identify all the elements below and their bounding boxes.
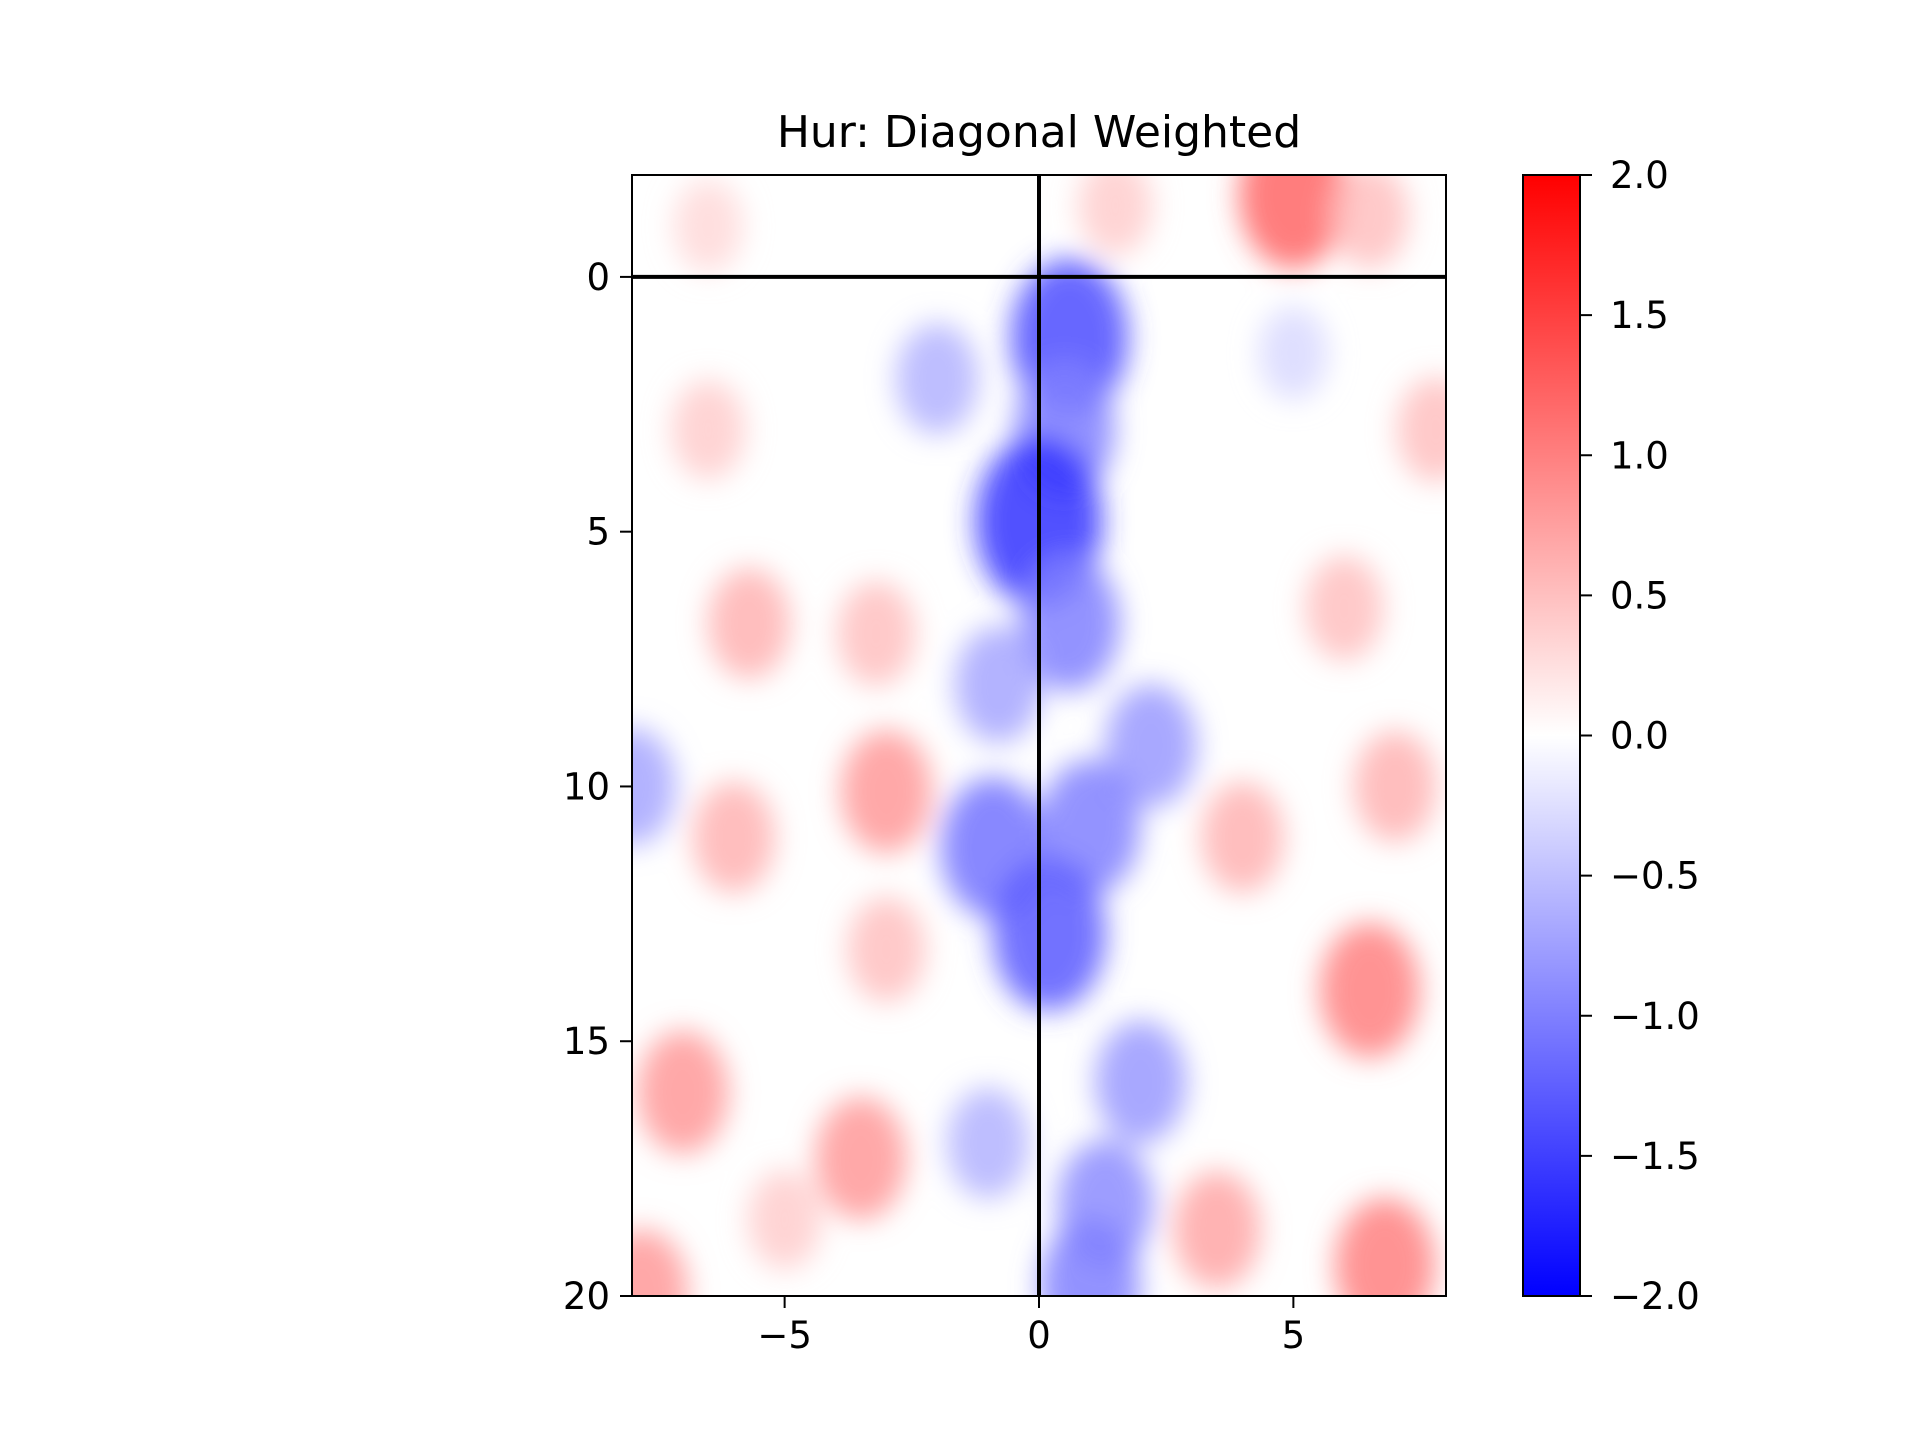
heatmap-cell xyxy=(707,567,791,680)
colorbar-gradient xyxy=(1522,174,1581,1297)
heatmap-cell xyxy=(1319,922,1420,1058)
heatmap-cell xyxy=(671,380,746,480)
heatmap-cell xyxy=(673,179,743,273)
heatmap-cell xyxy=(1105,684,1197,808)
heatmap-cell xyxy=(954,625,1042,744)
colorbar-tick-label: −0.5 xyxy=(1610,855,1700,898)
heatmap-cell xyxy=(1201,781,1284,894)
heatmap-cell xyxy=(1173,1171,1261,1289)
y-tick-label: 0 xyxy=(586,256,610,299)
colorbar-tick-label: −2.0 xyxy=(1610,1275,1700,1318)
x-axis: −5 0 5 xyxy=(757,1296,1305,1357)
heatmap-area xyxy=(632,175,1446,1296)
colorbar: 2.0 1.5 1.0 0.5 0.0 −0.5 −1.0 −1.5 −2.0 xyxy=(1522,154,1700,1318)
heatmap-cell xyxy=(1039,1218,1140,1296)
y-axis: 0 5 10 15 20 xyxy=(563,256,632,1318)
x-tick-label: 0 xyxy=(1027,1314,1051,1357)
heatmap-cell xyxy=(1258,306,1328,401)
heatmap-cell xyxy=(637,1030,729,1154)
heatmap-cell xyxy=(840,729,932,854)
colorbar-tick-label: 0.5 xyxy=(1610,574,1669,617)
y-tick-label: 5 xyxy=(586,511,610,554)
colorbar-tick-label: 1.5 xyxy=(1610,294,1669,337)
colorbar-tick-label: −1.0 xyxy=(1610,995,1700,1038)
heatmap-cell xyxy=(1078,175,1153,256)
heatmap-cell xyxy=(946,1087,1030,1199)
heatmap-cell xyxy=(632,727,676,846)
heatmap-cell xyxy=(692,781,775,894)
heatmap-cell xyxy=(1334,1197,1435,1296)
heatmap-cell xyxy=(1330,175,1409,269)
heatmap-cell xyxy=(1238,175,1348,269)
heatmap-cell xyxy=(1305,555,1384,661)
heatmap-cell xyxy=(992,857,1106,1011)
x-tick-label: 5 xyxy=(1282,1314,1306,1357)
y-tick-label: 20 xyxy=(563,1275,610,1318)
heatmap-cell xyxy=(1353,730,1437,843)
colorbar-tick-label: 2.0 xyxy=(1610,154,1669,197)
colorbar-tick-label: 1.0 xyxy=(1610,434,1669,477)
y-tick-label: 15 xyxy=(563,1020,610,1063)
heatmap-cell xyxy=(896,323,979,435)
heatmap-cell xyxy=(632,1229,688,1296)
reference-lines xyxy=(632,175,1446,1296)
heatmap-cell xyxy=(815,1096,907,1220)
chart-title: Hur: Diagonal Weighted xyxy=(777,107,1301,158)
heatmap-cell xyxy=(837,580,916,687)
heatmap-cell xyxy=(1396,377,1446,483)
colorbar-tick-label: −1.5 xyxy=(1610,1135,1700,1178)
colorbar-ticks: 2.0 1.5 1.0 0.5 0.0 −0.5 −1.0 −1.5 −2.0 xyxy=(1580,154,1700,1318)
heatmap-cell xyxy=(1095,1020,1187,1144)
x-tick-label: −5 xyxy=(757,1314,812,1357)
colorbar-tick-label: 0.0 xyxy=(1610,715,1669,758)
heatmap-cell xyxy=(747,1169,822,1270)
y-tick-label: 10 xyxy=(563,765,610,808)
heatmap-cell xyxy=(847,896,926,1003)
heatmap-cell xyxy=(1019,555,1120,691)
